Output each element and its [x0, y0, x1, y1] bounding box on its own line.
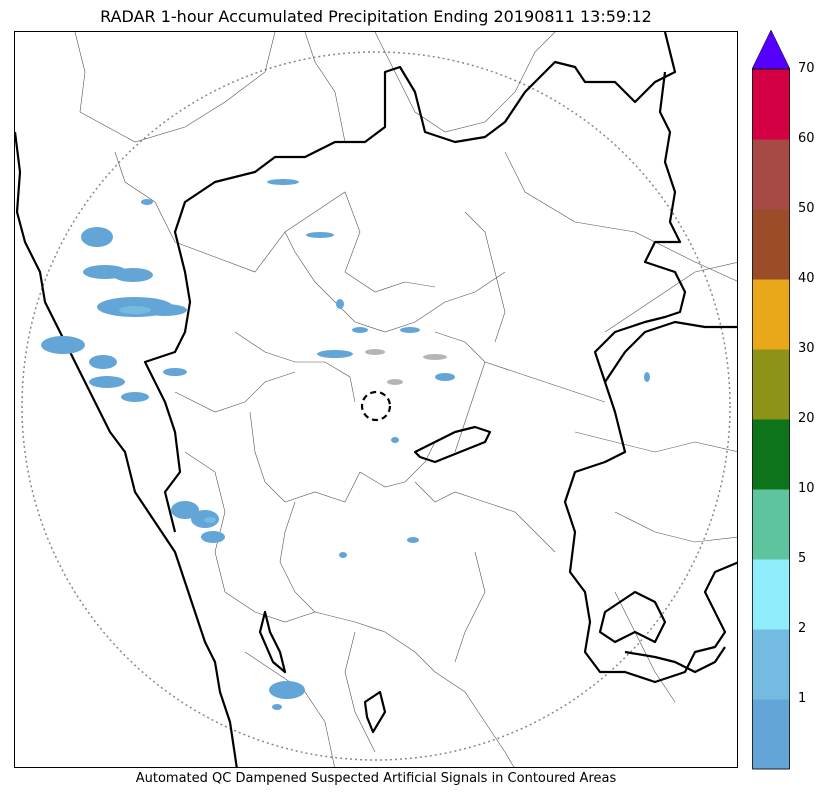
- qc-contoured-areas: [365, 349, 447, 385]
- radar-site-marker: [360, 390, 392, 422]
- colorbar-extend-arrow: [752, 30, 790, 70]
- colorbar-tick-label: 10: [798, 481, 815, 496]
- colorbar-segment: [752, 489, 790, 560]
- colorbar-segment: [752, 419, 790, 490]
- colorbar-outline: [752, 68, 790, 770]
- precipitation-echoes: [41, 179, 650, 710]
- colorbar-segment: [752, 279, 790, 350]
- colorbar-tick-label: 40: [798, 271, 815, 286]
- map-title: RADAR 1-hour Accumulated Precipitation E…: [100, 7, 652, 26]
- colorbar: [752, 30, 790, 770]
- colorbar-tick-label: 50: [798, 201, 815, 216]
- precipitation-echoes-light: [119, 306, 216, 523]
- district-boundaries: [74, 32, 737, 767]
- radar-range-ring: [21, 51, 731, 761]
- colorbar-tick-label: 30: [798, 341, 815, 356]
- colorbar-segment: [752, 69, 790, 140]
- map-canvas: [15, 32, 737, 767]
- state-boundaries: [15, 32, 737, 767]
- colorbar-tick-label: 70: [798, 61, 815, 76]
- colorbar-tick-label: 60: [798, 131, 815, 146]
- colorbar-segment: [752, 699, 790, 770]
- colorbar-tick-label: 5: [798, 551, 807, 566]
- colorbar-tick-label: 1: [798, 691, 807, 706]
- radar-map[interactable]: [14, 31, 738, 768]
- colorbar-segment: [752, 139, 790, 210]
- colorbar-segment: [752, 629, 790, 700]
- colorbar-segment: [752, 349, 790, 420]
- map-caption: Automated QC Dampened Suspected Artifici…: [135, 771, 617, 786]
- colorbar-tick-label: 2: [798, 621, 807, 636]
- colorbar-segment: [752, 559, 790, 630]
- colorbar-tick-label: 20: [798, 411, 815, 426]
- colorbar-segment: [752, 209, 790, 280]
